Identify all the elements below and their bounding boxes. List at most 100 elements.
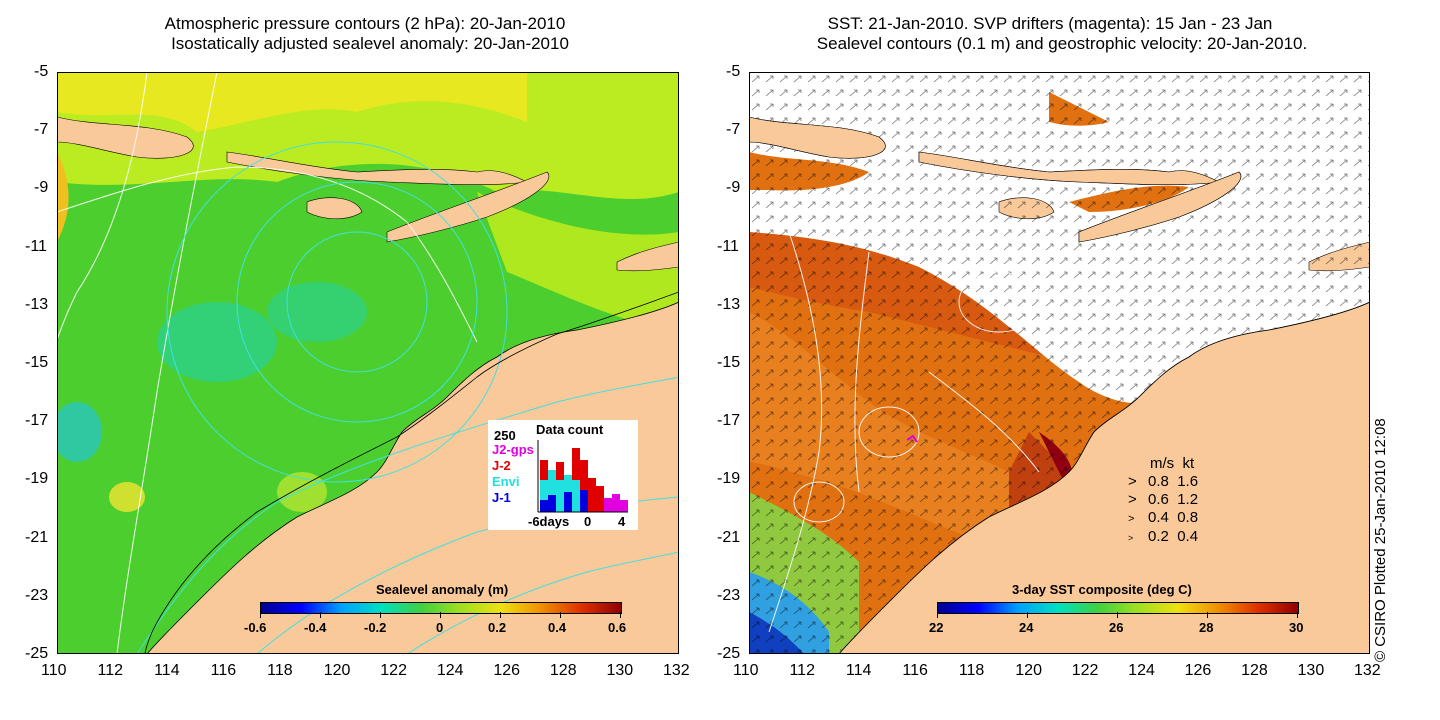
axis-tick-label: -23 bbox=[25, 586, 49, 604]
axis-tick-label: 118 bbox=[267, 662, 293, 679]
legend-j2gps: J2-gps bbox=[492, 442, 534, 457]
colorbar-tick-mark bbox=[1207, 612, 1208, 618]
data-count-ymax: 250 bbox=[494, 428, 516, 443]
axis-tick-label: 128 bbox=[549, 662, 577, 679]
axis-tick-label: 132 bbox=[1354, 662, 1381, 679]
axis-tick-label: 116 bbox=[210, 662, 237, 679]
axis-tick-label: -19 bbox=[717, 470, 741, 488]
axis-tick-label: 114 bbox=[845, 662, 872, 679]
left-colorbar-label: Sealevel anomaly (m) bbox=[376, 582, 509, 597]
left-colorbar bbox=[260, 602, 622, 614]
axis-tick-label: -9 bbox=[726, 179, 741, 197]
colorbar-tick-mark bbox=[380, 612, 381, 618]
axis-tick-label: 122 bbox=[1071, 662, 1099, 679]
axis-tick-label: -25 bbox=[717, 645, 741, 662]
axis-tick-label: -15 bbox=[25, 354, 49, 371]
axis-tick-label: 116 bbox=[902, 662, 928, 679]
speed-row: >0.8 1.6 bbox=[1128, 473, 1199, 490]
svp-drifter-track bbox=[906, 434, 918, 443]
axis-tick-label: -11 bbox=[717, 237, 739, 255]
axis-tick-label: 128 bbox=[1241, 662, 1268, 679]
axis-tick-label: 118 bbox=[958, 662, 985, 679]
data-count-x-tick-zero: 0 bbox=[584, 514, 591, 529]
colorbar-tick-mark bbox=[500, 612, 501, 618]
colorbar-tick-mark bbox=[260, 612, 261, 618]
colorbar-tick-label: 30 bbox=[1289, 620, 1304, 635]
speed-row: >0.4 0.8 bbox=[1128, 509, 1199, 526]
axis-tick-label: 122 bbox=[380, 662, 407, 679]
axis-tick-label: -15 bbox=[717, 354, 741, 371]
legend-j2: J-2 bbox=[492, 458, 511, 473]
speed-header-ms: m/s bbox=[1150, 455, 1175, 472]
axis-tick-label: 112 bbox=[97, 662, 124, 679]
axis-tick-label: -7 bbox=[34, 121, 49, 139]
colorbar-tick-label: -0.2 bbox=[364, 620, 387, 635]
axis-tick-label: -13 bbox=[25, 295, 49, 313]
axis-tick-label: 130 bbox=[606, 662, 634, 679]
colorbar-tick-mark bbox=[1117, 612, 1118, 618]
axis-tick-label: -25 bbox=[25, 645, 49, 662]
right-colorbar bbox=[937, 602, 1299, 614]
left-map bbox=[57, 72, 679, 654]
axis-tick-label: -21 bbox=[717, 528, 741, 546]
right-title-line2: Sealevel contours (0.1 m) and geostrophi… bbox=[816, 34, 1308, 53]
axis-tick-label: 120 bbox=[1015, 662, 1042, 679]
right-colorbar-label: 3-day SST composite (deg C) bbox=[1012, 582, 1192, 597]
data-count-bars bbox=[540, 448, 628, 512]
land-timor-sumba bbox=[57, 116, 194, 159]
colorbar-tick-mark bbox=[1297, 612, 1298, 618]
axis-tick-label: 110 bbox=[41, 662, 67, 679]
speed-header-kt: kt bbox=[1182, 455, 1195, 472]
axis-tick-label: -11 bbox=[25, 237, 47, 255]
colorbar-tick-mark bbox=[320, 612, 321, 618]
data-count-inset: Data count 250 J2-gps J-2 Envi J-1 -6day… bbox=[488, 420, 638, 530]
axis-tick-label: 112 bbox=[789, 662, 815, 679]
data-count-title: Data count bbox=[536, 422, 604, 437]
colorbar-tick-label: 0 bbox=[436, 620, 444, 635]
axis-tick-label: -5 bbox=[34, 63, 49, 80]
right-map bbox=[749, 72, 1370, 654]
colorbar-tick-label: 0.6 bbox=[608, 620, 627, 635]
speed-row: >0.6 1.2 bbox=[1128, 491, 1199, 508]
axis-tick-label: 126 bbox=[1184, 662, 1212, 679]
legend-envi: Envi bbox=[492, 474, 519, 489]
colorbar-tick-mark bbox=[440, 612, 441, 618]
credit-text: © CSIRO Plotted 25-Jan-2010 12:08 bbox=[1372, 418, 1389, 662]
axis-tick-label: 132 bbox=[663, 662, 690, 679]
colorbar-tick-label: 0.2 bbox=[488, 620, 507, 635]
colorbar-tick-mark bbox=[620, 612, 621, 618]
left-title-line1: Atmospheric pressure contours (2 hPa): 2… bbox=[164, 14, 566, 33]
axis-tick-label: -13 bbox=[717, 295, 741, 313]
axis-tick-label: 110 bbox=[733, 662, 759, 679]
colorbar-tick-label: 0.4 bbox=[548, 620, 567, 635]
axis-tick-label: -21 bbox=[25, 528, 49, 546]
colorbar-tick-mark bbox=[937, 612, 938, 618]
axis-tick-label: 120 bbox=[323, 662, 351, 679]
right-title-line1: SST: 21-Jan-2010. SVP drifters (magenta)… bbox=[827, 14, 1273, 33]
axis-tick-label: 124 bbox=[1128, 662, 1155, 679]
axis-tick-label: -17 bbox=[25, 412, 49, 430]
axis-tick-label: 126 bbox=[493, 662, 521, 679]
colorbar-tick-label: -0.4 bbox=[304, 620, 327, 635]
colorbar-tick-label: 22 bbox=[929, 620, 944, 635]
colorbar-tick-label: -0.6 bbox=[244, 620, 267, 635]
legend-j1: J-1 bbox=[492, 490, 511, 505]
data-count-x-tick-end: 4 bbox=[618, 514, 626, 529]
speed-row: >0.2 0.4 bbox=[1128, 528, 1199, 545]
data-count-x-tick-start: -6days bbox=[528, 514, 569, 529]
colorbar-tick-mark bbox=[1027, 612, 1028, 618]
axis-tick-label: -7 bbox=[726, 121, 741, 139]
colorbar-tick-mark bbox=[560, 612, 561, 618]
left-title-line2: Isostatically adjusted sealevel anomaly:… bbox=[171, 34, 569, 53]
colorbar-tick-label: 26 bbox=[1109, 620, 1124, 635]
axis-tick-label: -23 bbox=[717, 586, 741, 604]
axis-tick-label: 124 bbox=[436, 662, 464, 679]
axis-tick-label: -9 bbox=[34, 179, 49, 197]
colorbar-tick-label: 28 bbox=[1199, 620, 1214, 635]
axis-tick-label: -17 bbox=[717, 412, 741, 430]
axis-tick-label: 130 bbox=[1297, 662, 1325, 679]
axis-tick-label: -5 bbox=[726, 63, 741, 80]
speed-legend: m/s kt >0.8 1.6 >0.6 1.2 >0.4 0.8 >0.2 0… bbox=[1128, 455, 1198, 547]
axis-tick-label: 114 bbox=[154, 662, 180, 679]
axis-tick-label: -19 bbox=[25, 470, 49, 488]
